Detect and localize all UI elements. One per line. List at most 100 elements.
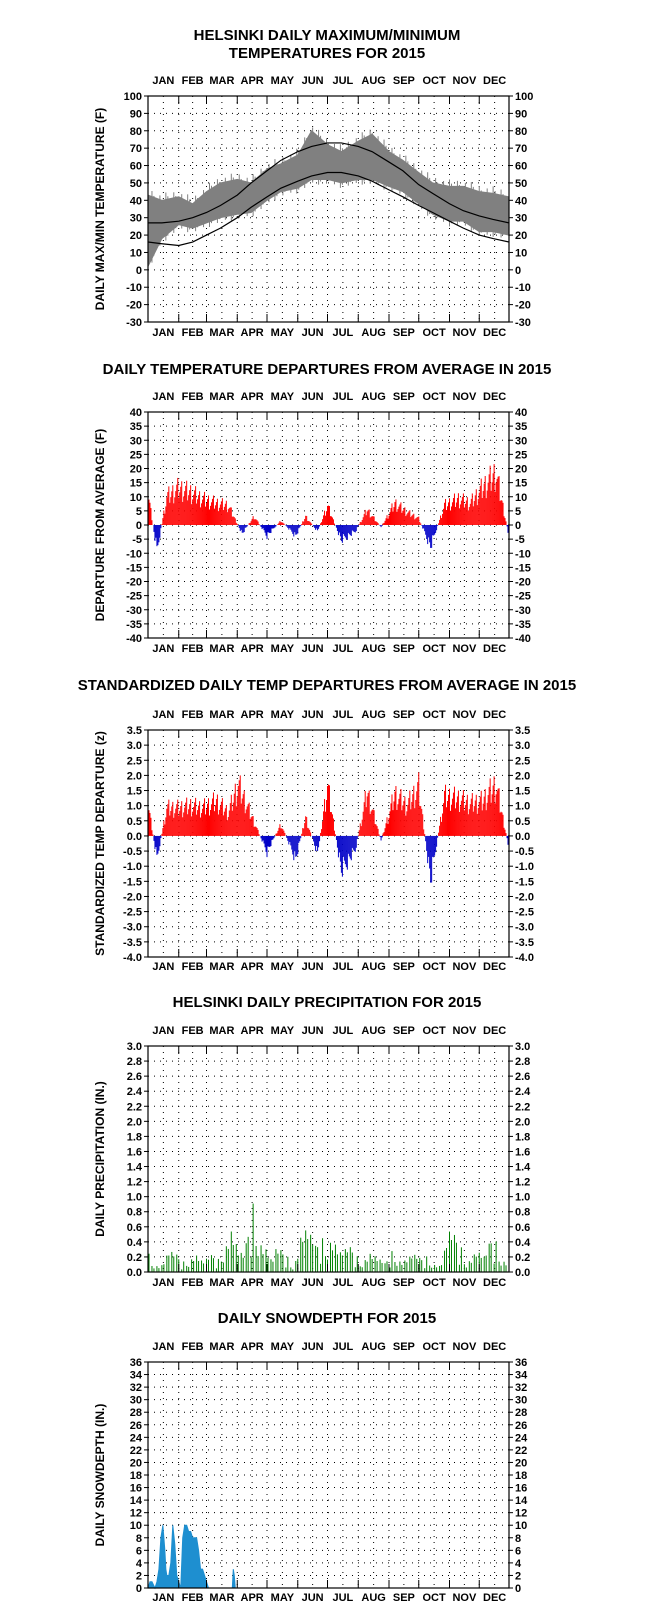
precip-month-label-top: FEB [182,1025,204,1037]
std-y-tick-left: -0.5 [123,846,142,858]
std-month-label-top: NOV [452,709,477,721]
dep-y-tick-right: -30 [515,605,531,617]
dep-y-tick-right: -25 [515,591,531,603]
snow-month-label-bottom: SEP [393,1592,415,1604]
std-plot-frame [147,729,510,958]
snow-month-label-top: APR [241,1341,264,1353]
dep-month-label-top: JUN [302,391,324,403]
snow-y-tick-right: 22 [515,1445,527,1457]
temps-y-tick-right: 90 [515,108,527,120]
snow-y-tick-right: 6 [515,1545,521,1557]
precip-y-tick-left: 2.6 [127,1071,142,1083]
std-y-tick-left: 2.5 [127,755,142,767]
std-month-label-bottom: OCT [423,961,447,973]
snow-month-label-bottom: JAN [152,1592,174,1604]
dep-y-tick-left: 40 [130,407,142,419]
snow-y-tick-left: 30 [130,1395,142,1407]
std-month-label-bottom: APR [241,961,264,973]
temps-month-label-top: MAR [209,75,234,87]
precip-y-tick-right: 0.6 [515,1222,530,1234]
std-y-tick-left: 1.5 [127,786,142,798]
snow-y-tick-left: 14 [130,1495,143,1507]
dep-month-label-bottom: FEB [182,643,204,655]
snow-y-tick-left: 10 [130,1520,142,1532]
temps-y-tick-right: 10 [515,247,527,259]
dep-y-tick-left: 35 [130,421,142,433]
precip-y-tick-right: 0.8 [515,1207,530,1219]
dep-month-label-bottom: MAY [271,643,295,655]
std-month-label-bottom: JUL [332,961,353,973]
dep-y-tick-left: 20 [130,464,142,476]
precip-y-tick-right: 1.0 [515,1192,530,1204]
temps-normal-low-line [147,171,510,247]
dep-month-label-top: DEC [483,391,506,403]
std-month-label-bottom: JAN [152,961,174,973]
precip-y-tick-right: 0.4 [515,1237,531,1249]
temps-y-tick-right: 20 [515,230,527,242]
snow-y-tick-right: 8 [515,1533,521,1545]
snow-y-tick-left: 28 [130,1407,142,1419]
snow-y-tick-right: 30 [515,1395,527,1407]
snow-y-tick-left: 6 [136,1545,142,1557]
snow-month-label-bottom: APR [241,1592,264,1604]
snow-y-tick-right: 24 [515,1432,528,1444]
precip-y-tick-right: 1.8 [515,1131,530,1143]
precip-month-label-bottom: MAR [209,1277,234,1289]
dep-y-tick-right: -15 [515,562,531,574]
snow-y-tick-right: 10 [515,1520,527,1532]
snow-y-tick-right: 36 [515,1357,527,1369]
std-month-label-bottom: SEP [393,961,415,973]
dep-y-tick-left: -35 [126,619,142,631]
temps-y-tick-left: 40 [130,195,142,207]
precip-month-label-bottom: MAY [271,1277,295,1289]
precip-y-tick-right: 1.2 [515,1177,530,1189]
temps-y-tick-right: 60 [515,161,527,173]
snow-month-label-top: MAR [209,1341,234,1353]
snow-y-tick-right: 0 [515,1583,521,1595]
temps-month-label-bottom: NOV [452,327,477,339]
std-month-label-bottom: FEB [182,961,204,973]
snow-y-tick-right: 26 [515,1420,527,1432]
std-y-tick-right: -4.0 [515,952,534,964]
std-month-label-top: SEP [393,709,415,721]
snow-month-label-bottom: OCT [423,1592,447,1604]
temps-month-label-top: SEP [393,75,415,87]
dep-month-label-top: JAN [152,391,174,403]
precip-y-tick-left: 1.6 [127,1146,142,1158]
temps-y-axis-label: DAILY MAX/MIN TEMPERATURE (F) [93,108,107,310]
snow-month-label-bottom: AUG [361,1592,385,1604]
precip-y-tick-left: 0.8 [127,1207,142,1219]
temps-month-label-bottom: JUL [332,327,353,339]
temps-y-tick-left: -30 [126,317,142,329]
temps-month-label-top: JUN [302,75,324,87]
std-month-label-top: JUN [302,709,324,721]
temps-y-tick-left: 100 [124,91,142,103]
precip-y-tick-right: 2.0 [515,1116,530,1128]
precip-month-label-bottom: JAN [152,1277,174,1289]
snow-y-tick-right: 20 [515,1457,527,1469]
dep-y-tick-right: 15 [515,478,527,490]
temps-month-label-top: DEC [483,75,506,87]
precip-y-tick-left: 1.0 [127,1192,142,1204]
snow-y-tick-right: 12 [515,1508,527,1520]
std-month-label-bottom: DEC [483,961,506,973]
precip-y-tick-right: 1.6 [515,1146,530,1158]
temps-y-tick-right: 0 [515,265,521,277]
dep-y-tick-left: -5 [132,534,142,546]
dep-month-label-bottom: APR [241,643,264,655]
snow-month-label-bottom: FEB [182,1592,204,1604]
std-y-tick-right: 2.0 [515,770,530,782]
snow-month-label-top: DEC [483,1341,506,1353]
precip-chart: HELSINKI DAILY PRECIPITATION FOR 2015 DAI… [93,994,531,1289]
precip-y-tick-right: 1.4 [515,1162,531,1174]
snow-month-label-top: NOV [452,1341,477,1353]
snow-month-label-top: AUG [361,1341,385,1353]
precip-y-tick-right: 3.0 [515,1041,530,1053]
dep-title-line: DAILY TEMPERATURE DEPARTURES FROM AVERAG… [103,361,552,378]
snow-month-label-top: JUL [332,1341,353,1353]
std-y-tick-left: 2.0 [127,770,142,782]
temps-y-tick-left: 30 [130,213,142,225]
temps-y-tick-right: 30 [515,213,527,225]
dep-month-label-bottom: DEC [483,643,506,655]
